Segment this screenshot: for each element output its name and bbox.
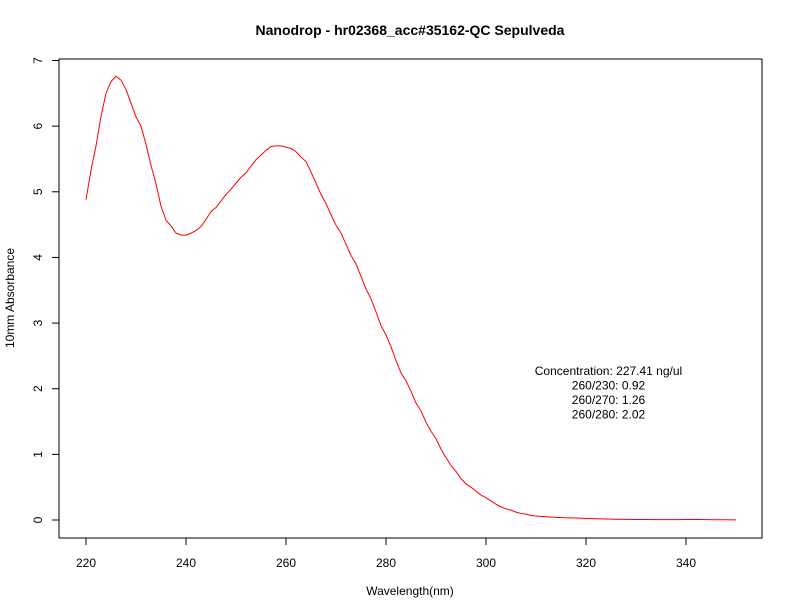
y-tick-label: 0	[31, 516, 45, 523]
y-tick-label: 6	[31, 122, 45, 129]
x-tick-label: 320	[576, 556, 596, 570]
y-tick-label: 5	[31, 188, 45, 195]
x-tick-label: 240	[176, 556, 196, 570]
x-tick-label: 260	[276, 556, 296, 570]
annotation-line: 260/280: 2.02	[572, 408, 646, 422]
absorbance-line	[85, 75, 737, 521]
y-tick-label: 4	[31, 254, 45, 261]
y-tick-label: 1	[31, 451, 45, 458]
x-axis-label: Wavelength(nm)	[366, 584, 454, 598]
y-tick-label: 2	[31, 385, 45, 392]
y-axis: 0 1 2 3 4 5 6 7	[31, 57, 59, 523]
x-tick-label: 280	[376, 556, 396, 570]
x-tick-label: 300	[476, 556, 496, 570]
y-axis-label: 10mm Absorbance	[3, 248, 17, 348]
plot-frame	[58, 58, 763, 539]
x-tick-label: 220	[76, 556, 96, 570]
annotation-line: 260/270: 1.26	[572, 393, 646, 407]
annotation-line: Concentration: 227.41 ng/ul	[535, 364, 682, 378]
series-layer	[85, 75, 737, 521]
x-tick-label: 340	[676, 556, 696, 570]
y-tick-label: 3	[31, 319, 45, 326]
chart-title: Nanodrop - hr02368_acc#35162-QC Sepulved…	[256, 22, 565, 38]
annotation-line: 260/230: 0.92	[572, 379, 646, 393]
x-axis: 220 240 260 280 300 320 340	[76, 538, 696, 570]
y-tick-label: 7	[31, 57, 45, 64]
